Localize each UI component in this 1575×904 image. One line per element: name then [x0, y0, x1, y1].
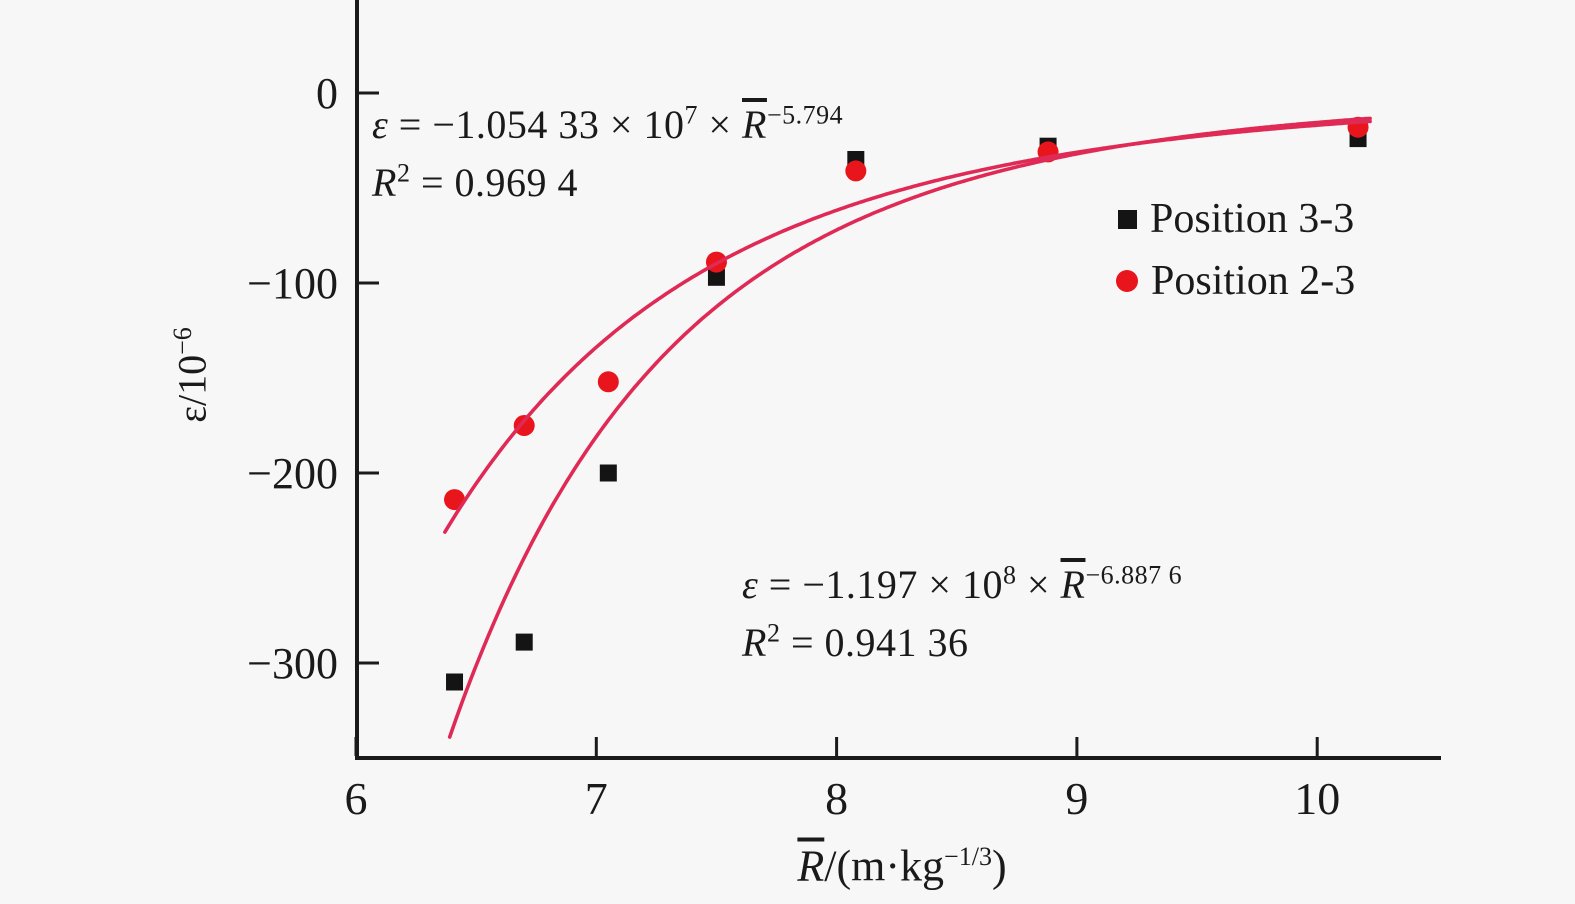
data-point-circle [845, 160, 867, 182]
data-point-square [446, 673, 464, 691]
x-tick-label: 8 [825, 773, 848, 824]
circle-marker-icon [1116, 270, 1138, 292]
fit-equation-black-line1: ε = −1.197 × 108 × R−6.887 6 [742, 560, 1183, 607]
x-axis-label: R/(m·kg−1/3) [797, 841, 1007, 891]
exponent: −6.887 6 [1085, 560, 1183, 590]
r-symbol: R [742, 620, 767, 665]
data-point-circle [597, 371, 619, 393]
rbar-symbol: R [1060, 562, 1086, 607]
x-tick-label: 6 [345, 773, 368, 824]
y-axis-label: ε/10−6 [168, 327, 215, 423]
x-tick-label: 9 [1065, 773, 1088, 824]
y-tick-label: −300 [247, 639, 338, 688]
fit-curve [447, 116, 1372, 739]
fit-equation-black: ε = −1.197 × 108 × R−6.887 6 R2 = 0.941 … [742, 556, 1182, 672]
legend-item-position-2-3: Position 2-3 [1116, 250, 1356, 312]
x-tick-label: 10 [1294, 773, 1340, 824]
square-marker-icon [1118, 209, 1137, 229]
data-point-square [707, 268, 725, 286]
exponent: 8 [1002, 560, 1017, 590]
rbar-symbol: R [742, 102, 767, 147]
fit-equation-red: ε = −1.054 33 × 107 × R−5.794 R2 = 0.969… [372, 96, 843, 212]
x-tick-label: 7 [585, 773, 608, 824]
exponent: −5.794 [766, 100, 844, 130]
exponent: 7 [684, 100, 698, 130]
legend: Position 3-3 Position 2-3 [1116, 188, 1356, 312]
data-point-square [515, 633, 533, 651]
fit-equation-red-line1: ε = −1.054 33 × 107 × R−5.794 [372, 100, 844, 147]
legend-label-position-2-3: Position 2-3 [1151, 258, 1356, 304]
epsilon-symbol: ε [372, 102, 389, 147]
data-point-circle [513, 415, 535, 436]
fit-equation-black-line2: R2 = 0.941 36 [742, 618, 969, 665]
fit-equation-red-line2: R2 = 0.969 4 [372, 158, 578, 205]
legend-item-position-3-3: Position 3-3 [1118, 188, 1355, 250]
r-symbol: R [372, 160, 397, 205]
y-tick-label: −100 [247, 259, 338, 308]
y-tick-label: 0 [316, 69, 338, 118]
epsilon-symbol: ε [742, 562, 759, 607]
data-point-square [599, 464, 617, 482]
legend-label-position-3-3: Position 3-3 [1150, 196, 1355, 242]
y-tick-label: −200 [247, 449, 338, 498]
